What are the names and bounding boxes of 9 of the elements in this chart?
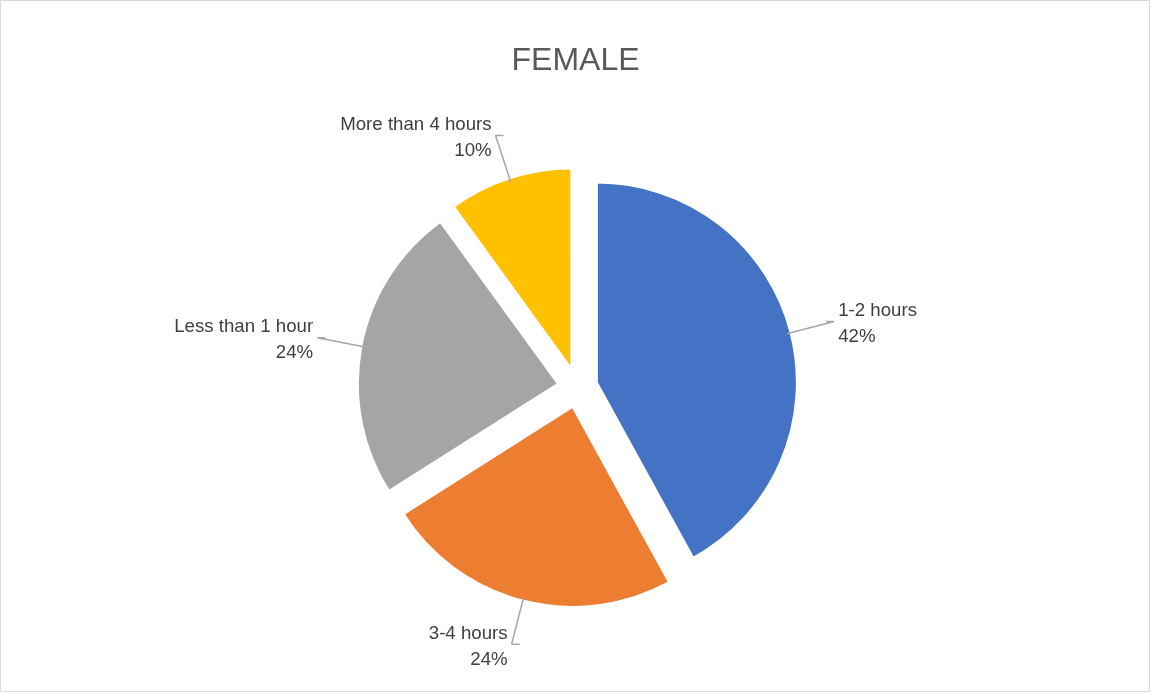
chart-title: FEMALE — [511, 40, 640, 77]
slice-label: 1-2 hours — [838, 299, 917, 321]
data-label: 42% — [838, 325, 876, 347]
data-label: 24% — [470, 647, 508, 669]
slice-label: More than 4 hours — [340, 112, 492, 134]
slice-label: Less than 1 hour — [174, 315, 314, 337]
data-label: 24% — [275, 341, 314, 363]
data-label: 10% — [454, 138, 492, 160]
slice-label: 3-4 hours — [428, 621, 508, 643]
